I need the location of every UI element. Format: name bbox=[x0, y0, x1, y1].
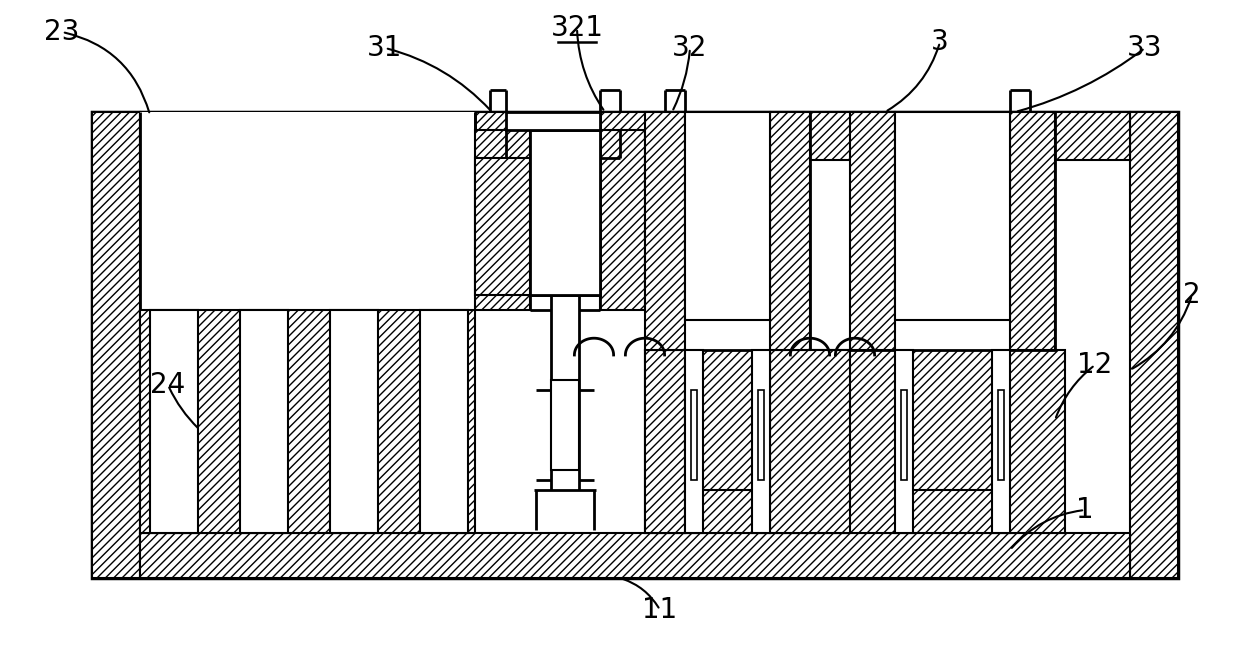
Text: 33: 33 bbox=[1127, 34, 1163, 62]
Bar bbox=[992, 350, 1011, 533]
Bar bbox=[150, 310, 198, 533]
Bar bbox=[600, 130, 645, 310]
Bar bbox=[895, 112, 1011, 320]
Bar bbox=[529, 130, 600, 295]
Bar bbox=[901, 390, 906, 480]
Bar bbox=[684, 350, 703, 533]
Text: 321: 321 bbox=[551, 14, 604, 42]
Bar bbox=[140, 112, 1130, 160]
Bar bbox=[140, 112, 475, 310]
Bar bbox=[895, 350, 913, 533]
Bar bbox=[751, 350, 770, 533]
Text: 1: 1 bbox=[1076, 496, 1094, 524]
Text: 31: 31 bbox=[367, 34, 403, 62]
Bar bbox=[529, 130, 600, 295]
Bar bbox=[241, 310, 288, 533]
Bar bbox=[420, 310, 467, 533]
Text: 2: 2 bbox=[1183, 281, 1200, 309]
Text: 3: 3 bbox=[931, 28, 949, 56]
Text: 12: 12 bbox=[1078, 351, 1112, 379]
Text: 11: 11 bbox=[642, 596, 677, 624]
Bar bbox=[92, 112, 140, 578]
Bar bbox=[506, 112, 600, 130]
Bar bbox=[140, 310, 475, 533]
Bar bbox=[645, 112, 684, 350]
Bar bbox=[475, 130, 529, 310]
Text: 24: 24 bbox=[150, 371, 186, 399]
Bar bbox=[770, 350, 849, 533]
Bar bbox=[92, 112, 1178, 578]
Bar bbox=[849, 112, 895, 350]
Bar bbox=[691, 390, 697, 480]
Bar bbox=[998, 390, 1004, 480]
Bar bbox=[849, 112, 1055, 350]
Bar bbox=[140, 533, 1130, 578]
Bar bbox=[684, 112, 770, 320]
Bar bbox=[645, 350, 1065, 533]
Bar bbox=[1130, 112, 1178, 578]
Text: 32: 32 bbox=[672, 34, 708, 62]
Bar bbox=[770, 112, 810, 350]
Bar bbox=[645, 112, 810, 350]
Bar bbox=[758, 390, 764, 480]
Bar bbox=[551, 380, 579, 470]
Text: 23: 23 bbox=[45, 18, 79, 46]
Bar bbox=[645, 350, 684, 533]
Bar bbox=[330, 310, 378, 533]
Bar bbox=[1011, 112, 1055, 350]
Bar bbox=[475, 158, 529, 295]
